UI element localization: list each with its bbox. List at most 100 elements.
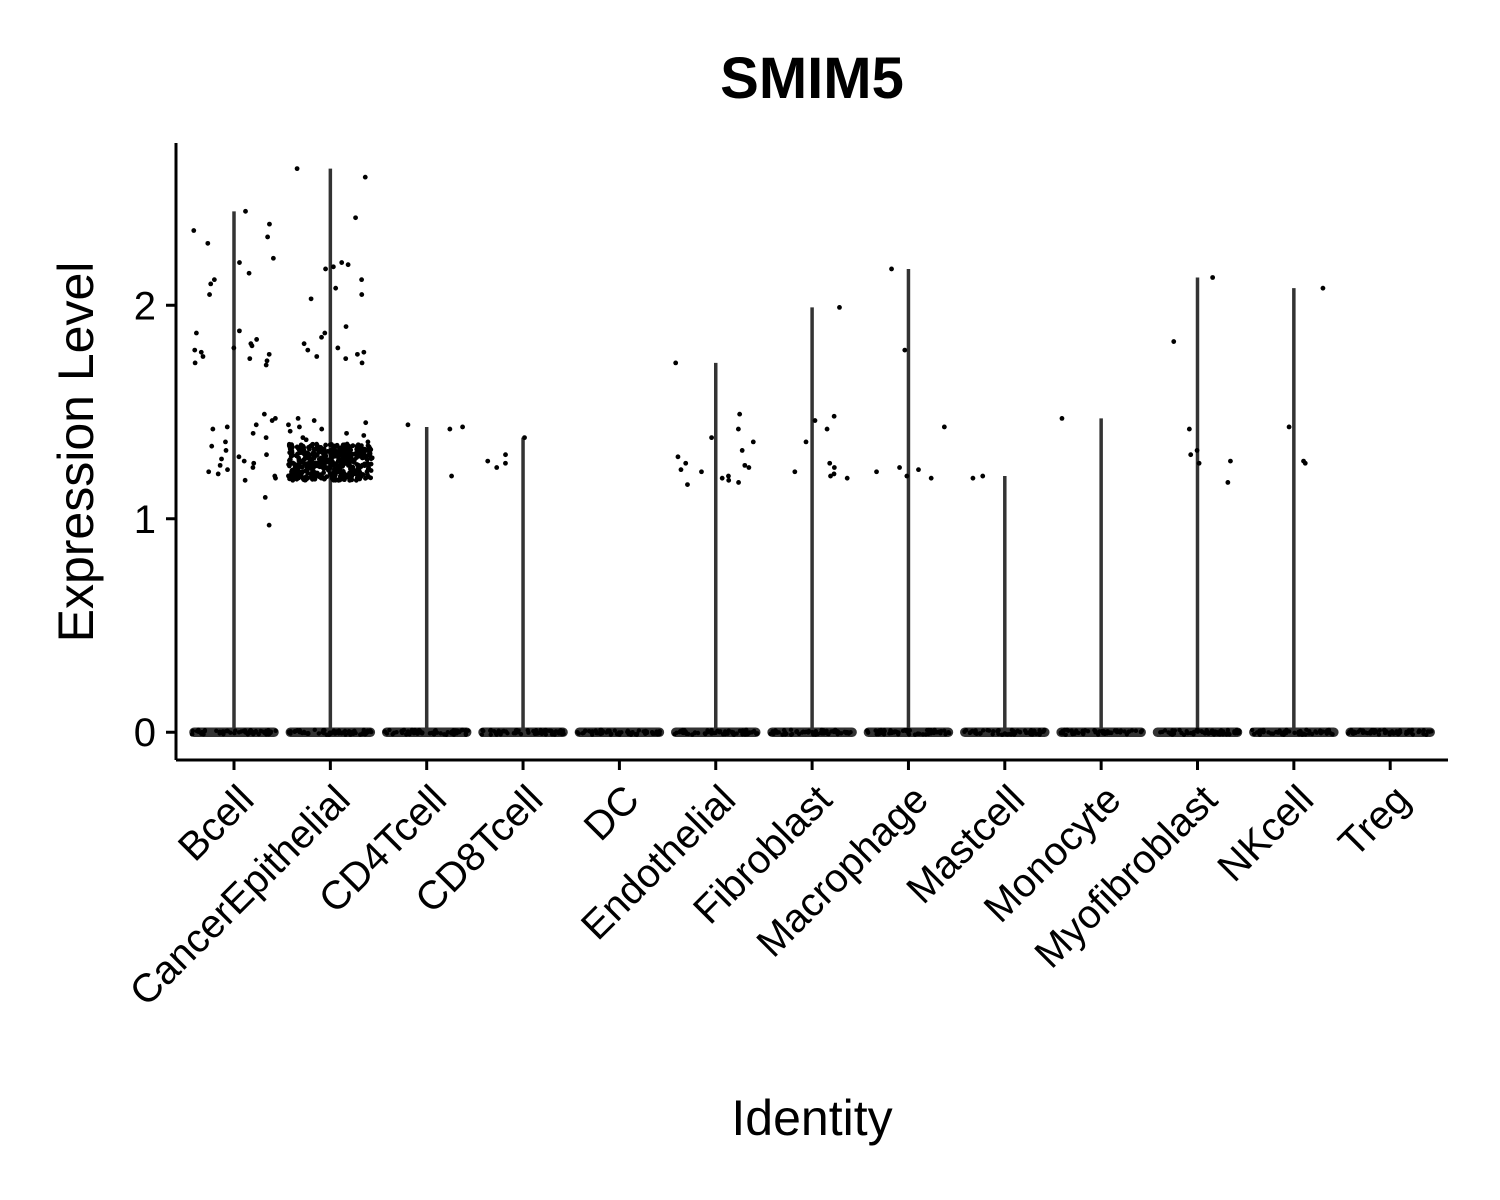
- data-point: [685, 482, 690, 487]
- data-point: [792, 469, 798, 475]
- data-point: [231, 345, 237, 351]
- data-point: [726, 477, 732, 483]
- zero-point: [498, 732, 503, 737]
- zero-point: [967, 730, 973, 735]
- data-point: [307, 446, 312, 452]
- group-cancerepithelial: [285, 166, 376, 737]
- zero-point: [532, 731, 538, 737]
- zero-point: [825, 731, 830, 736]
- group-dc: [574, 727, 665, 737]
- zero-point: [232, 730, 237, 736]
- data-point: [736, 480, 741, 485]
- group-myofibroblast: [1152, 275, 1243, 737]
- zero-point: [1261, 727, 1266, 733]
- data-point: [699, 469, 704, 475]
- zero-point: [256, 731, 261, 737]
- data-point: [219, 456, 224, 462]
- zero-point: [1404, 729, 1409, 735]
- data-point: [317, 464, 323, 470]
- data-point: [365, 439, 371, 445]
- data-point: [449, 473, 454, 479]
- data-point: [362, 174, 368, 180]
- data-point: [314, 354, 320, 359]
- data-point: [1196, 460, 1202, 466]
- zero-point: [986, 728, 992, 733]
- data-point: [364, 472, 370, 477]
- data-point: [1186, 426, 1192, 432]
- zero-point: [1214, 730, 1220, 735]
- zero-point: [1095, 732, 1101, 737]
- data-point: [322, 464, 328, 469]
- zero-point: [449, 731, 455, 736]
- zero-point: [1360, 728, 1366, 733]
- zero-point: [465, 728, 471, 733]
- data-point: [335, 449, 341, 454]
- data-point: [287, 443, 292, 448]
- zero-point: [1365, 731, 1370, 736]
- data-point: [313, 453, 319, 458]
- zero-point: [1275, 730, 1281, 735]
- zero-point: [247, 728, 252, 734]
- data-point: [683, 460, 689, 466]
- data-point: [330, 264, 336, 270]
- data-point: [1286, 424, 1292, 430]
- data-point: [237, 328, 242, 334]
- zero-point: [865, 730, 871, 735]
- data-point: [311, 463, 317, 469]
- data-point: [223, 448, 229, 453]
- data-point: [746, 465, 752, 470]
- data-point: [333, 285, 339, 291]
- data-point: [675, 454, 681, 460]
- data-point: [207, 292, 212, 297]
- zero-point: [932, 727, 937, 733]
- zero-point: [946, 729, 951, 735]
- data-point: [828, 473, 833, 479]
- data-point: [327, 442, 333, 448]
- zero-point: [999, 732, 1005, 737]
- zero-point: [1236, 729, 1241, 735]
- data-point: [897, 465, 902, 470]
- zero-point: [491, 729, 497, 734]
- zero-point: [1072, 730, 1077, 735]
- data-point: [360, 462, 365, 468]
- x-axis-label: Identity: [731, 1090, 892, 1146]
- zero-point: [223, 728, 229, 734]
- data-point: [305, 347, 311, 353]
- data-point: [1228, 458, 1233, 464]
- zero-point: [264, 732, 269, 737]
- data-point: [742, 462, 748, 468]
- data-point: [970, 475, 976, 481]
- data-point: [250, 465, 256, 470]
- zero-point: [788, 732, 794, 737]
- zero-point: [1328, 731, 1334, 736]
- zero-point: [681, 730, 686, 736]
- zero-point: [1041, 729, 1046, 734]
- y-tick-label: 1: [134, 498, 156, 542]
- zero-point: [1303, 732, 1308, 737]
- data-point: [225, 467, 230, 473]
- zero-point: [586, 728, 592, 734]
- data-point: [308, 296, 314, 302]
- data-point: [361, 433, 367, 438]
- zero-point: [1126, 729, 1132, 734]
- data-point: [297, 446, 303, 452]
- data-point: [368, 461, 374, 467]
- zero-point: [552, 732, 557, 737]
- zero-point: [1425, 729, 1431, 734]
- group-macrophage: [863, 266, 954, 737]
- zero-point: [1133, 728, 1139, 734]
- zero-point: [705, 729, 711, 735]
- data-point: [709, 435, 714, 441]
- data-point: [286, 422, 291, 428]
- group-endothelial: [671, 360, 761, 737]
- zero-point: [980, 728, 986, 733]
- data-point: [335, 454, 341, 460]
- zero-point: [672, 731, 677, 737]
- zero-point: [740, 732, 745, 737]
- data-point: [874, 469, 879, 475]
- data-point: [335, 458, 341, 464]
- data-point: [359, 292, 365, 297]
- zero-point: [268, 729, 274, 734]
- zero-point: [835, 729, 840, 734]
- zero-point: [652, 731, 658, 736]
